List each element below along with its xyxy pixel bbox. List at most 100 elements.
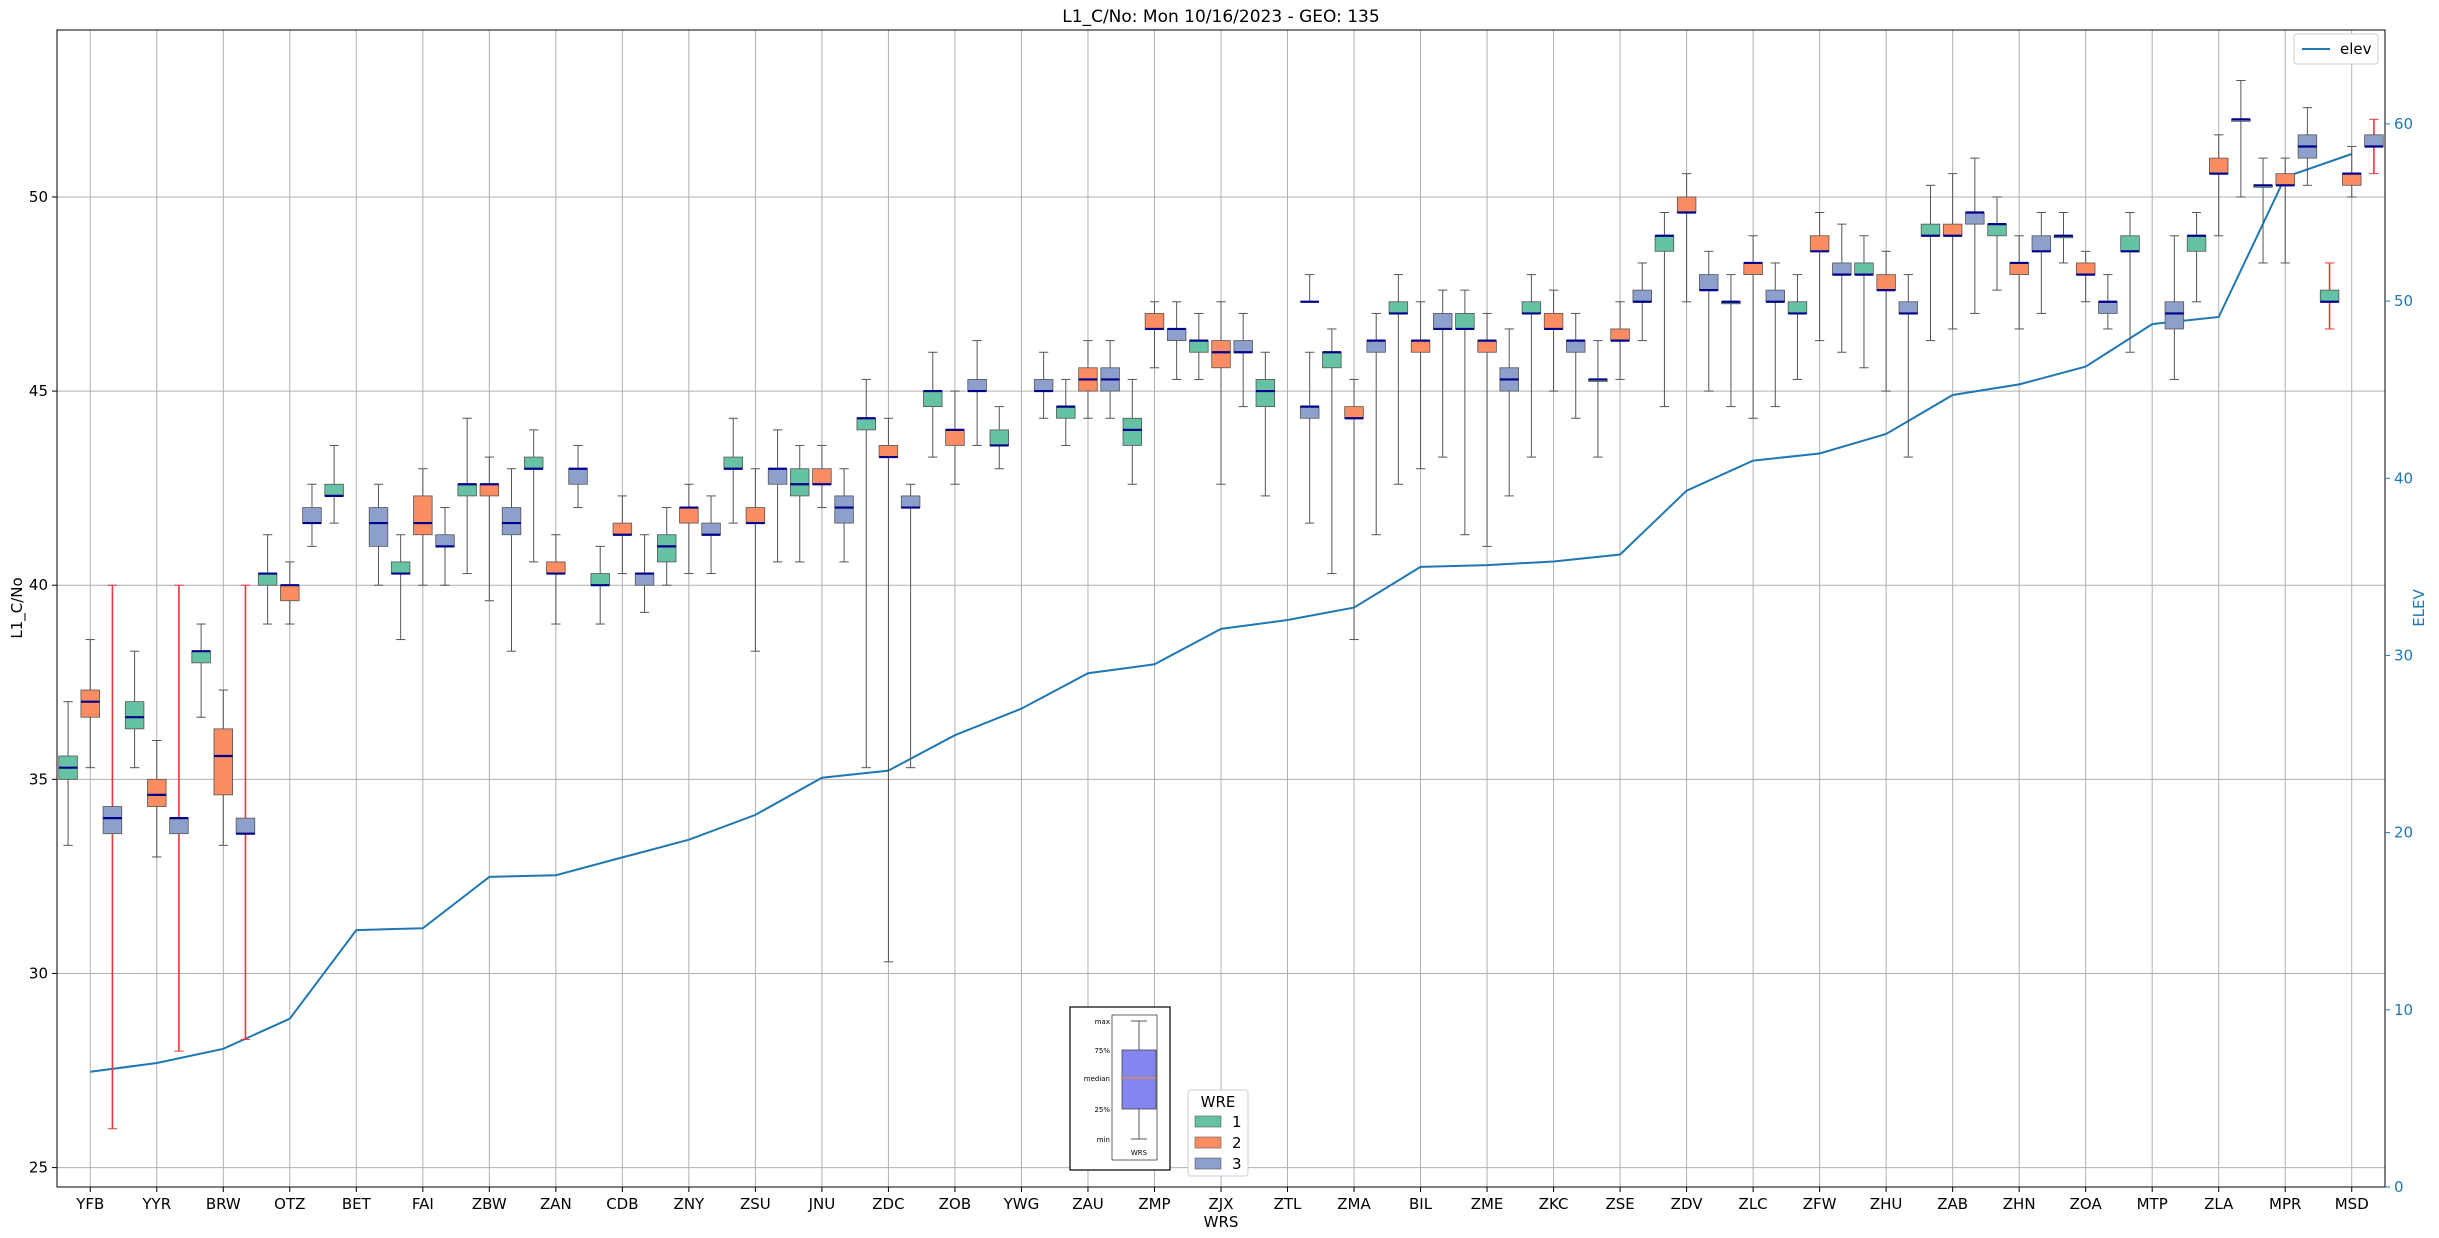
box-iqr — [1366, 340, 1386, 353]
box-zjx-wre2 — [1211, 301, 1231, 485]
legend-elev-frame — [2293, 33, 2379, 65]
box-iqr — [390, 561, 411, 574]
box-iqr — [1699, 274, 1719, 291]
x-tick-label: ZHU — [1870, 1195, 1903, 1213]
box-iqr — [2075, 262, 2096, 276]
x-tick-label: ZMA — [1337, 1195, 1371, 1213]
box-bet-wre3 — [368, 483, 389, 586]
legend-wre-swatch-1 — [1194, 1115, 1222, 1128]
box-zan-wre3 — [568, 444, 588, 509]
box-ztl-wre1 — [1255, 351, 1276, 497]
box-fai-wre1 — [390, 534, 411, 641]
box-zob-wre3 — [967, 340, 987, 446]
y2-tick-label: 60 — [2394, 115, 2413, 133]
box-iqr — [1388, 301, 1409, 314]
box-iqr — [2275, 173, 2295, 186]
box-iqr — [1920, 223, 1941, 237]
box-iqr — [324, 483, 344, 497]
y-tick-label: 40 — [29, 576, 48, 594]
inset-label-75: 75% — [1094, 1047, 1110, 1055]
box-iqr — [878, 445, 899, 458]
box-iqr — [1876, 274, 1896, 291]
box-mtp-wre1 — [2120, 211, 2140, 353]
box-iqr — [1809, 235, 1830, 252]
box-zme-wre1 — [1455, 289, 1475, 536]
box-mtp-wre3 — [2164, 235, 2185, 380]
x-axis-ticks: YFB YYR BRW OTZ BET FAI ZBW ZAN CDB ZNY ZSU JNU ZDC Z… — [75, 1187, 2369, 1213]
box-iqr — [2120, 235, 2140, 252]
box-ztl-wre3 — [1299, 351, 1320, 524]
box-zjx-wre3 — [1233, 312, 1253, 408]
inset-label-25: 25% — [1094, 1106, 1110, 1114]
box-iqr — [235, 817, 256, 835]
box-iqr — [80, 689, 100, 718]
box-zkc-wre1 — [1521, 274, 1542, 458]
x-tick-label: FAI — [412, 1195, 434, 1213]
box-fai-wre3 — [435, 507, 455, 586]
y-tick-label: 25 — [29, 1159, 48, 1177]
y2-axis-label: ELEV — [2410, 588, 2428, 626]
box-cdb-wre3 — [634, 534, 655, 613]
box-ztl-wreline — [1300, 274, 1319, 303]
box-cdb-wre1 — [590, 545, 610, 625]
box-zla-wre3 — [2231, 79, 2251, 198]
y2-tick-label: 30 — [2394, 646, 2413, 664]
box-iqr — [102, 806, 123, 835]
box-iqr — [568, 468, 588, 485]
box-zkc-wre2 — [1543, 289, 1564, 392]
box-zhu-wre1 — [1854, 235, 1874, 369]
box-iqr — [834, 495, 854, 524]
box-iqr — [812, 468, 832, 485]
box-iqr — [1033, 379, 1054, 392]
box-zbw-wre3 — [501, 468, 522, 652]
box-zmp-wre1 — [1122, 378, 1143, 485]
box-zdc-wre1 — [856, 378, 876, 769]
box-iqr — [124, 701, 145, 730]
box-zhu-wre3 — [1898, 274, 1919, 458]
box-iqr — [723, 456, 743, 470]
box-iqr — [1410, 340, 1431, 353]
box-zkc-wre3 — [1566, 312, 1586, 419]
box-iqr — [745, 507, 766, 524]
box-zla-wre1 — [2186, 211, 2207, 303]
box-iqr — [1322, 351, 1342, 369]
legend-wre-title: WRE — [1201, 1093, 1236, 1111]
box-iqr — [2364, 134, 2384, 147]
box-jnu-wre1 — [790, 444, 810, 563]
y2-tick-label: 50 — [2394, 292, 2413, 310]
box-iqr — [767, 468, 788, 485]
box-zau-wre1 — [1056, 378, 1076, 446]
box-zsu-wre2 — [745, 468, 766, 652]
legend-wre-label-3: 3 — [1232, 1155, 1242, 1173]
box-iqr — [2098, 301, 2118, 314]
box-mpr-wre2 — [2275, 157, 2295, 264]
inset-label-max: max — [1095, 1018, 1110, 1026]
box-zma-wre1 — [1322, 328, 1342, 575]
box-iqr — [2009, 262, 2029, 276]
box-iqr — [147, 778, 167, 807]
box-zdv-wre1 — [1654, 211, 1675, 408]
box-zfw-wre1 — [1787, 274, 1808, 380]
box-zlc-wre2 — [1743, 235, 1763, 419]
box-msd-wre3 — [2364, 118, 2384, 175]
box-iqr — [1787, 301, 1808, 314]
box-yfb-wre2 — [80, 639, 100, 769]
box-zoa-wre2 — [2075, 250, 2096, 303]
box-zse-wre3 — [1632, 262, 1652, 342]
box-iqr — [2209, 157, 2229, 175]
x-tick-label: CDB — [606, 1195, 638, 1213]
box-ywg-wre3 — [1033, 351, 1054, 419]
box-iqr — [2319, 289, 2340, 303]
box-iqr — [1942, 223, 1963, 237]
box-iqr — [1455, 313, 1475, 330]
box-iqr — [1056, 406, 1076, 419]
box-bil-wre1 — [1388, 274, 1409, 485]
box-zjx-wre1 — [1189, 312, 1209, 380]
y2-tick-label: 0 — [2394, 1178, 2404, 1196]
box-iqr — [1344, 406, 1364, 419]
box-zab-wre2 — [1942, 173, 1963, 330]
box-iqr — [1433, 313, 1453, 330]
box-zob-wre1 — [923, 351, 943, 458]
box-msd-wre1 — [2319, 262, 2340, 330]
